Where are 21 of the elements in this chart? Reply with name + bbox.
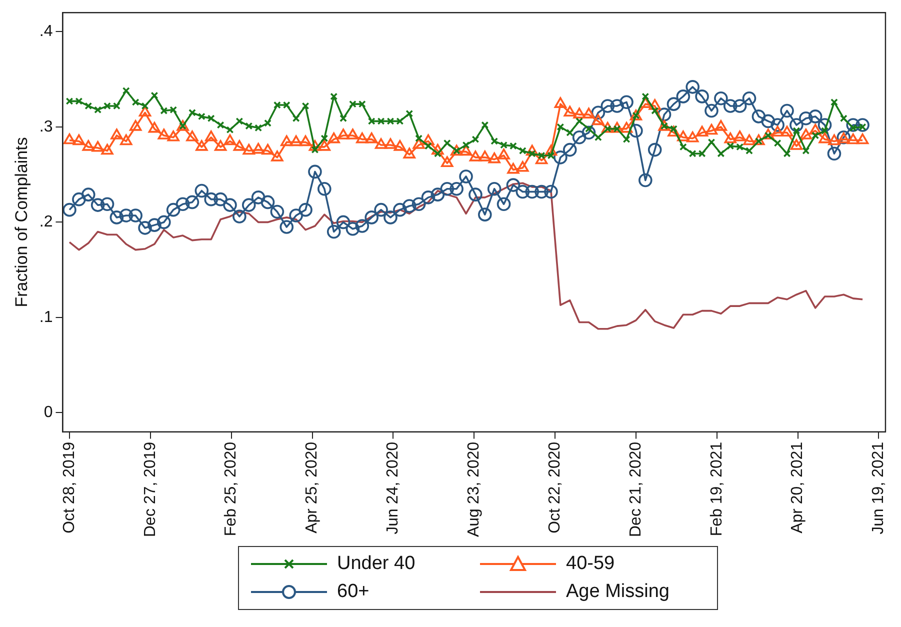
y-tick-label: .3 — [39, 118, 53, 136]
x-tick-label: Dec 27, 2019 — [142, 442, 159, 537]
x-tick-label: Feb 19, 2021 — [708, 442, 726, 536]
x-tick-label: Jun 19, 2021 — [870, 442, 888, 534]
y-axis-title: Fraction of Complaints — [12, 137, 31, 308]
x-tick-label: Apr 20, 2021 — [789, 442, 806, 534]
x-tick-label: Oct 22, 2020 — [546, 442, 564, 534]
legend-label: 40-59 — [566, 553, 615, 575]
y-tick-label: .1 — [39, 308, 53, 326]
y-tick-label: 0 — [44, 404, 53, 422]
x-tick-label: Aug 23, 2020 — [466, 442, 483, 538]
x-tick-label: Jun 24, 2020 — [384, 442, 402, 534]
y-tick-label: .2 — [39, 214, 53, 231]
legend-label: Under 40 — [337, 553, 416, 575]
x-tick-label: Dec 21, 2020 — [627, 442, 644, 537]
x-tick-label: Apr 25, 2020 — [304, 442, 321, 534]
x-tick-label: Oct 28, 2019 — [60, 442, 78, 534]
legend-label: 60+ — [337, 581, 370, 603]
legend-label: Age Missing — [566, 581, 670, 603]
x-tick-label: Feb 25, 2020 — [222, 442, 240, 536]
y-tick-label: .4 — [39, 23, 53, 40]
